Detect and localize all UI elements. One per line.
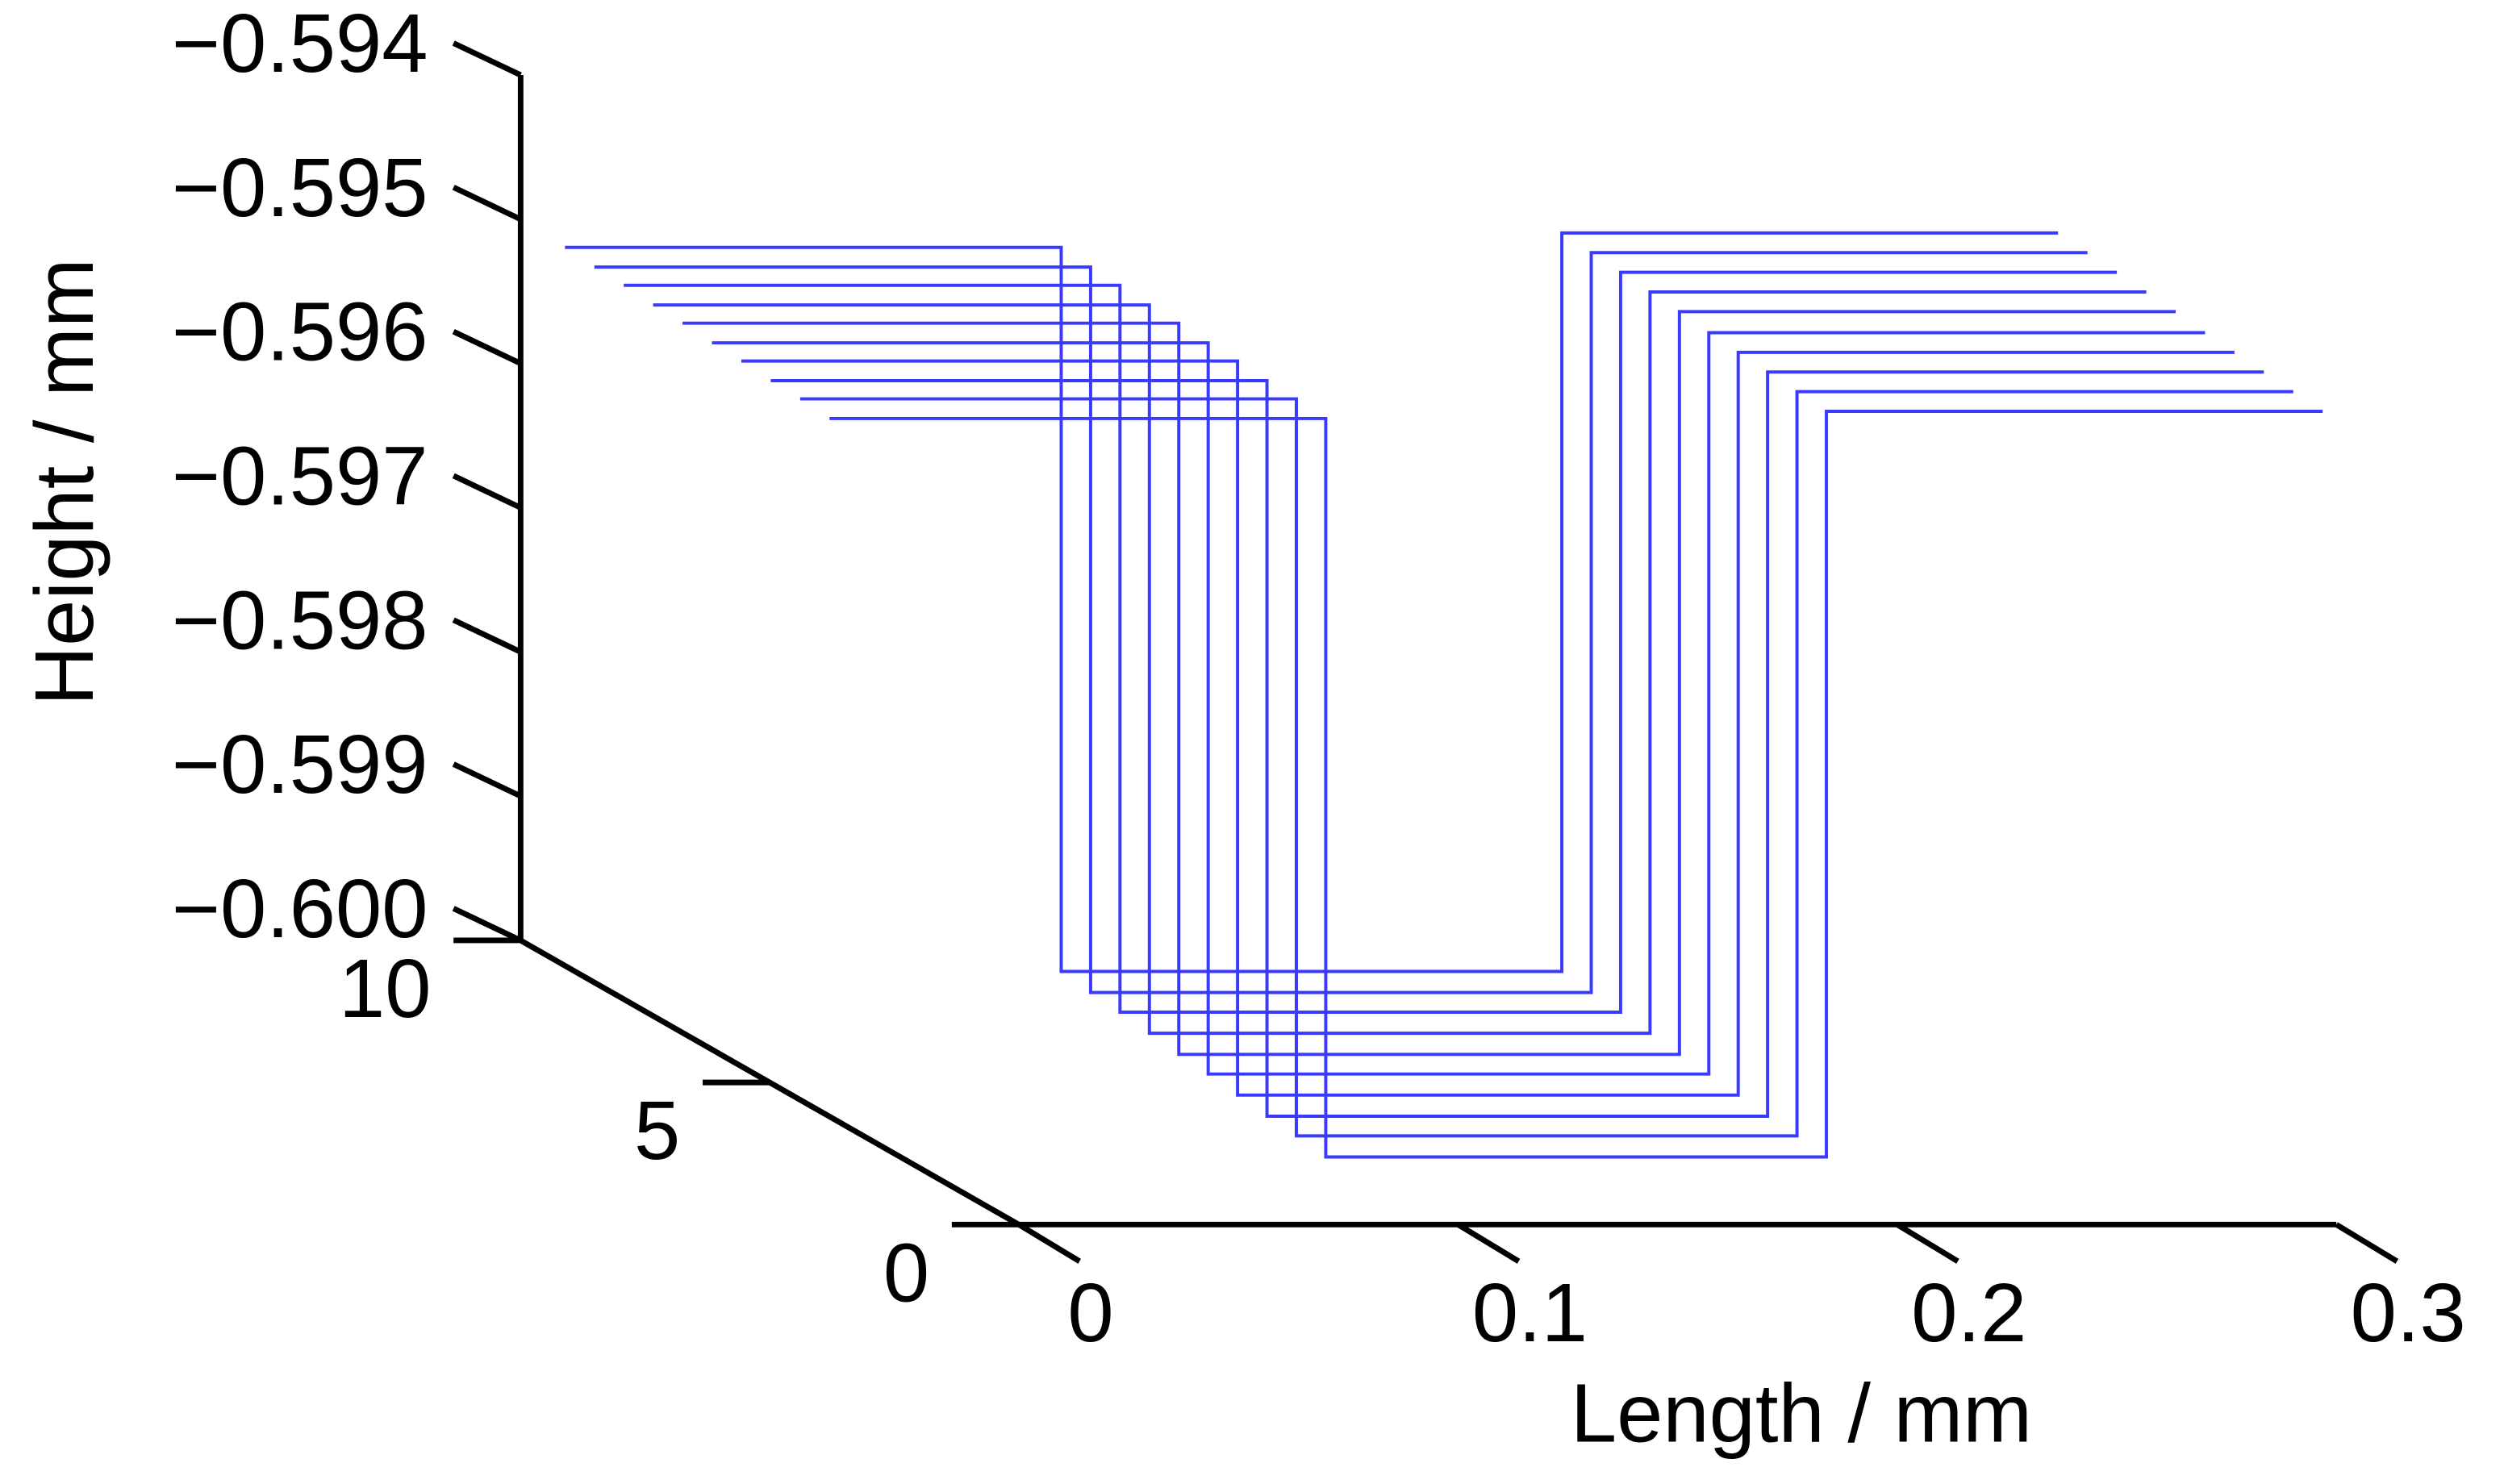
depth-tick-label: 10 <box>339 942 431 1035</box>
z-tick <box>452 617 522 655</box>
profile-line <box>770 370 2264 1118</box>
x-tick <box>1895 1222 1959 1264</box>
x-tick <box>1017 1222 1082 1264</box>
z-tick-label: −0.598 <box>172 573 428 666</box>
x-tick <box>1456 1222 1521 1264</box>
profile-line <box>741 350 2235 1097</box>
x-tick-label: 0.2 <box>1911 1266 2026 1359</box>
z-tick <box>452 906 522 944</box>
z-tick-label: −0.600 <box>172 862 428 955</box>
profile-line <box>624 270 2118 1014</box>
z-tick <box>452 761 522 799</box>
profile-line <box>653 290 2147 1036</box>
profile-line <box>799 390 2293 1138</box>
depth-tick-label: 0 <box>883 1226 929 1319</box>
z-tick <box>452 185 522 222</box>
z-axis-label: Height / mm <box>18 258 111 706</box>
profile-line <box>682 310 2176 1057</box>
z-tick-label: −0.597 <box>172 430 428 523</box>
x-axis-label: Length / mm <box>1571 1367 2032 1460</box>
z-tick-label: −0.594 <box>172 0 428 90</box>
profile-line <box>594 251 2088 994</box>
z-tick <box>452 473 522 511</box>
x-tick-label: 0.1 <box>1472 1266 1588 1359</box>
x-tick <box>2335 1222 2399 1264</box>
profile-line <box>565 231 2059 973</box>
depth-tick-label: 5 <box>634 1084 680 1177</box>
z-tick <box>452 328 522 366</box>
profile-line <box>712 331 2206 1076</box>
z-tick-label: −0.595 <box>172 141 428 234</box>
profile-line <box>829 410 2323 1159</box>
z-tick <box>452 40 522 78</box>
x-tick-label: 0.3 <box>2351 1266 2466 1359</box>
x-tick-label: 0 <box>1067 1266 1113 1359</box>
z-tick-label: −0.599 <box>172 718 428 811</box>
z-tick-label: −0.596 <box>172 286 428 378</box>
